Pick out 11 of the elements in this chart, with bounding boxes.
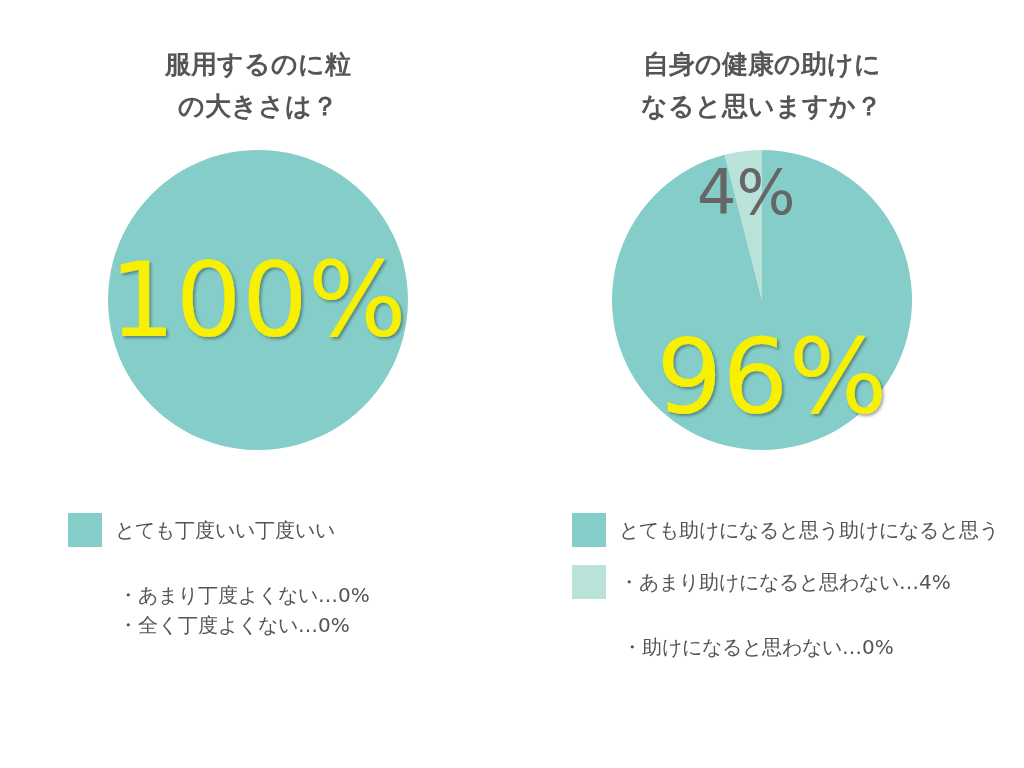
legend-label: ・あまり助けになると思わない…4% [619,570,951,594]
legend-label: とても助けになると思う助けになると思う [619,518,999,542]
legend-label: とても丁度いい丁度いい [115,518,335,542]
data-label: 96% [656,316,888,439]
data-label: 4% [697,156,796,230]
data-label: 100% [109,239,407,361]
text: ・あまり丁度よくない…0% [118,582,370,609]
text: ・助けになると思わない…0% [622,634,894,661]
chart-title: 服用するのに粒の大きさは？ [163,48,352,123]
chart-title: 自身の健康の助けになると思いますか？ [641,48,883,123]
text: ・全く丁度よくない…0% [118,612,351,639]
